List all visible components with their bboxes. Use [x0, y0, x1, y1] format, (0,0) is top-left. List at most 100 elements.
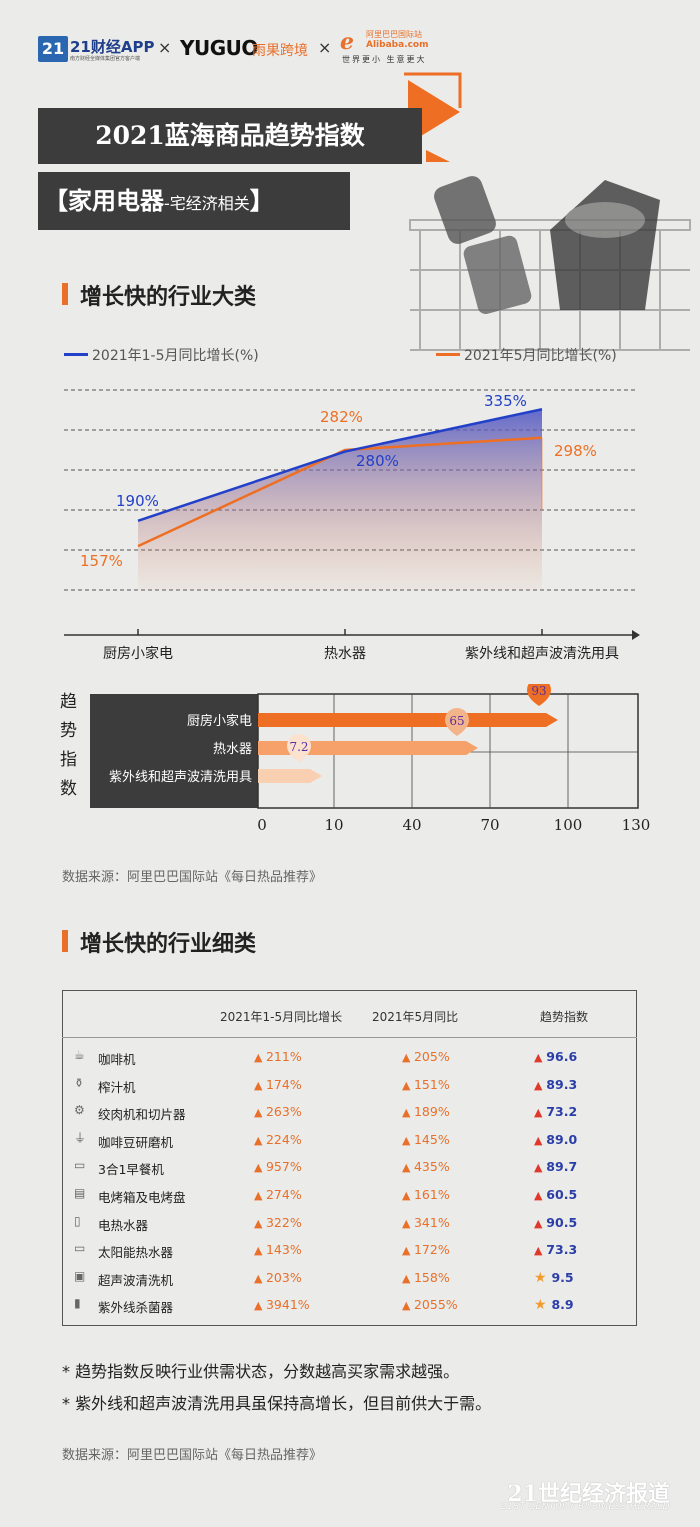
table-cell-ytd-growth: ▲ 143% — [254, 1242, 302, 1258]
alibaba-slogan: 世界更小 生意更大 — [342, 55, 427, 64]
uv-sterilizer-icon: ▮ — [74, 1296, 81, 1311]
flame-icon: ▲ — [534, 1078, 547, 1092]
table-cell-name: 榨汁机 — [98, 1079, 136, 1095]
breakfast-maker-icon: ▭ — [74, 1158, 86, 1173]
up-arrow-icon: ▲ — [254, 1078, 266, 1092]
table-cell-may-growth: ▲ 435% — [402, 1159, 450, 1175]
data-source-1: 数据来源：阿里巴巴国际站《每日热品推荐》 — [62, 870, 323, 885]
bar-category-label: 厨房小家电 — [187, 713, 252, 729]
series-1-data-label: 190% — [116, 492, 159, 510]
up-arrow-icon: ▲ — [402, 1078, 414, 1092]
up-arrow-icon: ▲ — [402, 1271, 414, 1285]
table-cell-may-growth: ▲ 2055% — [402, 1297, 458, 1313]
table-cell-name: 咖啡豆研磨机 — [98, 1134, 174, 1150]
flame-icon: ▲ — [534, 1133, 547, 1147]
up-arrow-icon: ▲ — [254, 1299, 266, 1313]
data-table — [62, 990, 637, 1326]
flame-icon: ▲ — [534, 1244, 547, 1258]
table-row: ☕ 咖啡机 ▲ 211% ▲ 205% ▲ 96.6 — [62, 1044, 637, 1071]
bar-x-tick-label: 100 — [554, 816, 583, 834]
section1-title: 增长快的行业大类 — [80, 285, 257, 310]
series-1-data-label: 280% — [356, 452, 399, 470]
table-cell-ytd-growth: ▲ 174% — [254, 1076, 302, 1092]
bar-x-tick-label: 40 — [402, 816, 421, 834]
table-cell-name: 咖啡机 — [98, 1052, 136, 1067]
bar — [258, 741, 478, 755]
table-cell-may-growth: ▲ 189% — [402, 1104, 450, 1120]
water-heater-icon: ▯ — [74, 1213, 81, 1228]
table-header-col3: 趋势指数 — [540, 1010, 589, 1024]
table-cell-ytd-growth: ▲ 3941% — [254, 1297, 310, 1313]
x-tick-label: 热水器 — [324, 646, 366, 662]
up-arrow-icon: ▲ — [402, 1244, 414, 1258]
bar — [258, 769, 322, 783]
up-arrow-icon: ▲ — [254, 1244, 266, 1258]
table-cell-trend-index: ▲ 96.6 — [534, 1049, 578, 1064]
up-arrow-icon: ▲ — [254, 1161, 266, 1175]
table-row: ▭ 3合1早餐机 ▲ 957% ▲ 435% ▲ 89.7 — [62, 1154, 637, 1181]
table-cell-name: 超声波清洗机 — [98, 1272, 174, 1288]
section-marker-2 — [62, 930, 68, 952]
table-cell-name: 电热水器 — [98, 1217, 149, 1233]
series-1-data-label: 335% — [484, 392, 527, 410]
table-cell-trend-index: ▲ 60.5 — [534, 1187, 578, 1202]
times-separator-2: × — [318, 38, 332, 57]
flame-icon: ▲ — [534, 1216, 547, 1230]
table-cell-ytd-growth: ▲ 322% — [254, 1214, 302, 1230]
oven-icon: ▤ — [74, 1186, 86, 1200]
coffee-machine-icon: ☕ — [74, 1048, 85, 1062]
flame-icon: ▲ — [534, 1161, 547, 1175]
table-row: ⚱ 榨汁机 ▲ 174% ▲ 151% ▲ 89.3 — [62, 1072, 637, 1099]
up-arrow-icon: ▲ — [254, 1051, 266, 1064]
table-header-col2: 2021年5月同比 — [372, 1010, 459, 1024]
yuguo-cn-name: 雨果跨境 — [252, 43, 308, 59]
flame-icon: ▲ — [534, 1051, 547, 1064]
table-cell-name: 电烤箱及电烤盘 — [98, 1190, 186, 1205]
bar-value-pin — [527, 684, 551, 706]
legend-series-2: 2021年5月同比增长(%) — [464, 348, 617, 364]
section2-title: 增长快的行业细类 — [80, 932, 257, 957]
x-axis-arrow-icon — [632, 630, 640, 640]
table-cell-ytd-growth: ▲ 211% — [254, 1049, 302, 1064]
table-cell-trend-index: ▲ 90.5 — [534, 1214, 578, 1230]
up-arrow-icon: ▲ — [254, 1271, 266, 1285]
data-source-2: 数据来源：阿里巴巴国际站《每日热品推荐》 — [62, 1448, 323, 1463]
x-tick-label: 紫外线和超声波清洗用具 — [465, 646, 619, 662]
solar-heater-icon: ▭ — [74, 1241, 86, 1256]
alibaba-icon: ℯ — [340, 30, 354, 55]
note-1: * 趋势指数反映行业供需状态，分数越高买家需求越强。 — [62, 1362, 460, 1381]
star-icon: ★ — [534, 1297, 552, 1314]
up-arrow-icon: ▲ — [402, 1216, 414, 1230]
legend-swatch-orange — [436, 353, 460, 356]
line-chart: 厨房小家电 热水器 紫外线和超声波清洗用具 190% 280% 335% 157% 282% 2… — [64, 389, 640, 662]
times-separator: × — [158, 38, 172, 57]
bar-chart-ylabel: 趋势指数 — [60, 692, 77, 799]
series-1-area — [138, 409, 542, 590]
bar-x-tick-label: 0 — [257, 816, 267, 834]
bar-value-pin — [287, 734, 311, 762]
table-row: ▭ 太阳能热水器 ▲ 143% ▲ 172% ▲ 73.3 — [62, 1237, 637, 1264]
app-subtitle: 南方财经全媒体集团官方客户端 — [70, 56, 141, 62]
bar-label-panel — [90, 694, 258, 808]
bar-category-label: 热水器 — [213, 742, 252, 757]
table-cell-trend-index: ▲ 89.3 — [534, 1076, 578, 1092]
up-arrow-icon: ▲ — [254, 1189, 266, 1202]
table-row: ⏚ 咖啡豆研磨机 ▲ 224% ▲ 145% ▲ 89.0 — [62, 1127, 637, 1154]
table-cell-ytd-growth: ▲ 203% — [254, 1269, 302, 1285]
table-cell-ytd-growth: ▲ 224% — [254, 1131, 302, 1147]
table-cell-ytd-growth: ▲ 957% — [254, 1159, 302, 1175]
bar-data-label: 7.2 — [289, 740, 308, 754]
appliance-illustration-icon — [409, 176, 691, 351]
up-arrow-icon: ▲ — [402, 1051, 414, 1064]
yuguo-logo: YUGUO — [180, 36, 258, 60]
table-cell-name: 3合1早餐机 — [98, 1162, 164, 1178]
logo-21-badge: 21 — [38, 36, 68, 62]
series-2-line — [137, 436, 543, 548]
bar-x-tick-label: 10 — [324, 816, 343, 834]
table-cell-name: 太阳能热水器 — [98, 1245, 174, 1261]
flame-icon: ▲ — [534, 1189, 547, 1202]
table-header-col1: 2021年1-5月同比增长 — [220, 1010, 343, 1024]
table-cell-may-growth: ▲ 341% — [402, 1214, 450, 1230]
table-row: ▮ 紫外线杀菌器 ▲ 3941% ▲ 2055% ★ 8.9 — [62, 1292, 637, 1319]
series-2-data-label: 282% — [320, 408, 363, 426]
